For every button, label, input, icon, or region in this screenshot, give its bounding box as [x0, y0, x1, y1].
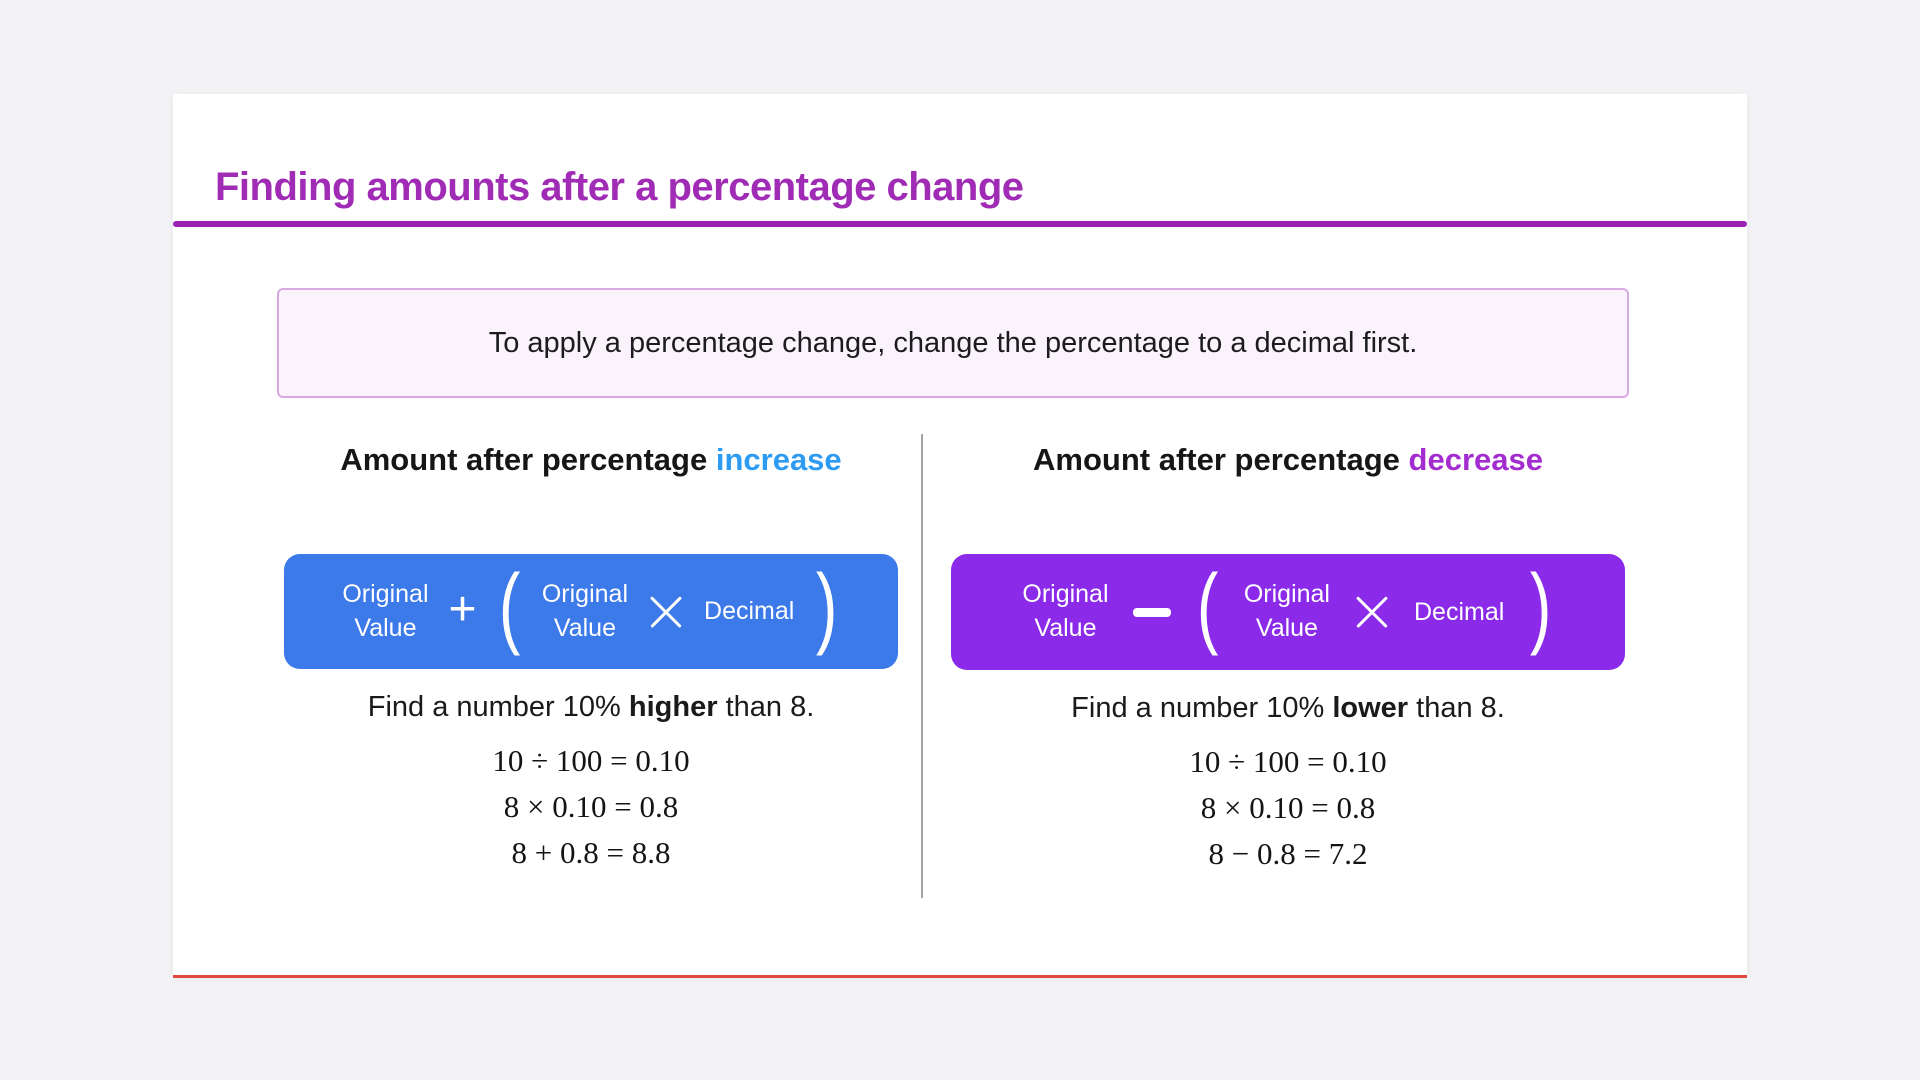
- decrease-formula-box: Original Value ( Original Value Decimal …: [951, 554, 1625, 670]
- close-paren: ): [1530, 556, 1552, 657]
- original-value-term: Original Value: [541, 579, 629, 642]
- math-step: 8 − 0.8 = 7.2: [1208, 836, 1368, 871]
- increase-heading: Amount after percentage increase: [284, 440, 898, 480]
- increase-formula-box: Original Value + ( Original Value Decima…: [284, 554, 898, 669]
- decimal-term: Decimal: [1414, 597, 1505, 626]
- multiply-icon: [648, 594, 684, 630]
- increase-keyword: increase: [715, 442, 842, 477]
- open-paren: (: [1196, 556, 1218, 657]
- multiply-icon: [1354, 594, 1390, 630]
- column-separator: [921, 434, 923, 898]
- increase-worked-steps: 10 ÷ 100 = 0.10 8 × 0.10 = 0.8 8 + 0.8 =…: [284, 738, 898, 876]
- decrease-example: Find a number 10% lower than 8.: [1071, 692, 1505, 724]
- decimal-term: Decimal: [704, 597, 795, 625]
- decrease-worked-steps: 10 ÷ 100 = 0.10 8 × 0.10 = 0.8 8 − 0.8 =…: [951, 739, 1625, 877]
- math-step: 10 ÷ 100 = 0.10: [492, 743, 690, 778]
- decrease-column: Amount after percentage decrease Origina…: [951, 440, 1625, 877]
- increase-example-keyword: higher: [628, 691, 718, 723]
- page-title: Finding amounts after a percentage chang…: [215, 164, 1024, 209]
- original-value-term: Original Value: [1022, 580, 1109, 642]
- math-step: 10 ÷ 100 = 0.10: [1189, 744, 1387, 779]
- math-step: 8 + 0.8 = 8.8: [511, 835, 671, 870]
- math-step: 8 × 0.10 = 0.8: [1200, 790, 1376, 825]
- decrease-keyword: decrease: [1408, 442, 1543, 477]
- content-card: Finding amounts after a percentage chang…: [173, 94, 1747, 978]
- close-paren: ): [816, 556, 838, 657]
- increase-example: Find a number 10% higher than 8.: [367, 691, 815, 723]
- original-value-term: Original Value: [1243, 580, 1330, 642]
- decrease-heading-prefix: Amount after percentage: [1033, 442, 1409, 477]
- key-point-callout: To apply a percentage change, change the…: [277, 288, 1629, 398]
- original-value-term: Original Value: [342, 579, 429, 642]
- math-step: 8 × 0.10 = 0.8: [503, 789, 679, 824]
- key-point-text: To apply a percentage change, change the…: [488, 326, 1418, 359]
- plus-operator: +: [448, 582, 477, 636]
- increase-column: Amount after percentage increase Origina…: [284, 440, 898, 876]
- increase-heading-prefix: Amount after percentage: [340, 442, 716, 477]
- decrease-example-keyword: lower: [1332, 692, 1409, 724]
- decrease-heading: Amount after percentage decrease: [951, 440, 1625, 480]
- title-divider: [173, 221, 1747, 227]
- minus-operator: [1132, 607, 1171, 617]
- open-paren: (: [498, 556, 520, 657]
